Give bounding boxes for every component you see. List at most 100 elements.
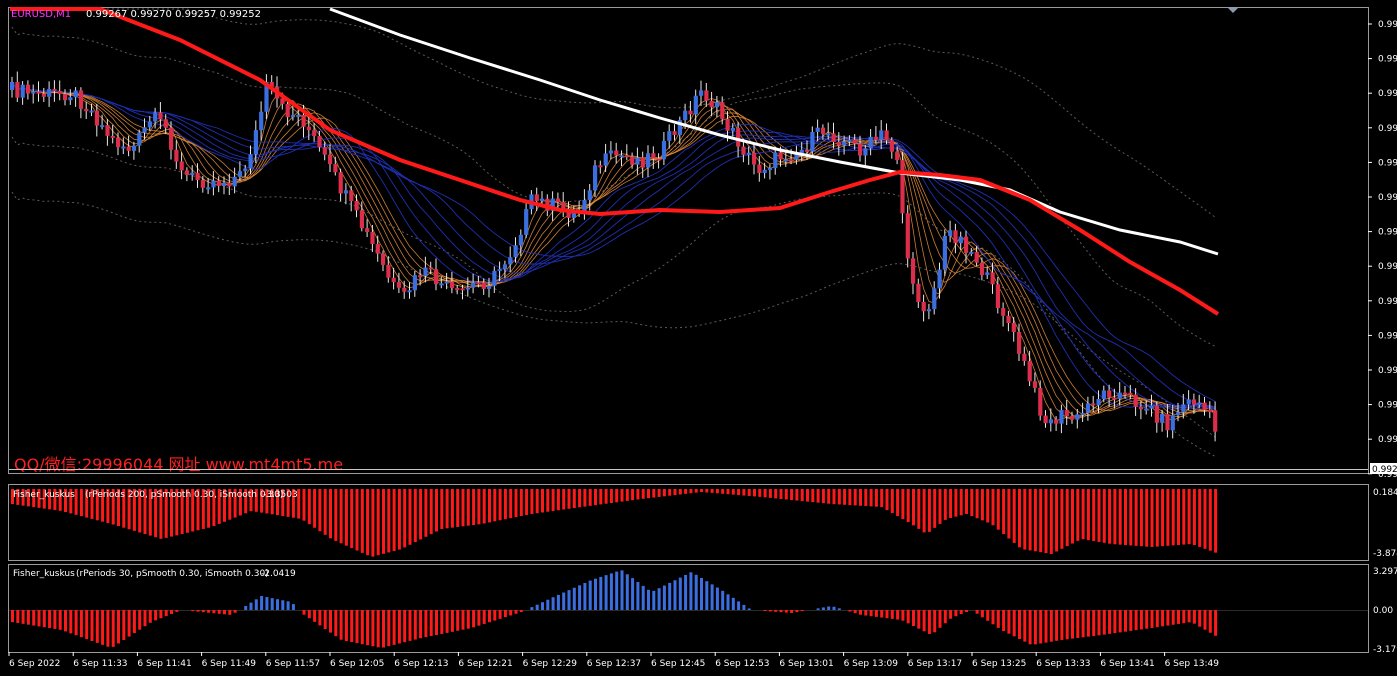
candle-body bbox=[391, 277, 396, 283]
candle-body bbox=[158, 112, 163, 120]
candle-body bbox=[10, 82, 15, 90]
candle-body bbox=[1064, 409, 1069, 417]
histogram-bar-negative bbox=[763, 610, 767, 612]
histogram-bar-negative bbox=[355, 610, 359, 644]
histogram-bar-negative bbox=[869, 610, 873, 617]
candle-body bbox=[396, 282, 402, 288]
histogram-bar-positive bbox=[832, 606, 836, 610]
histogram-bar-negative bbox=[1028, 610, 1032, 645]
histogram-bar-positive bbox=[609, 573, 613, 610]
main-pane-border bbox=[8, 7, 1369, 474]
histogram-bar-negative bbox=[943, 610, 947, 624]
candle-body bbox=[979, 262, 985, 276]
histogram-bar bbox=[329, 489, 332, 539]
histogram-bar-negative bbox=[1049, 610, 1053, 642]
histogram-bar-positive bbox=[541, 602, 544, 610]
histogram-bar-negative bbox=[154, 610, 158, 621]
histogram-bar bbox=[138, 489, 142, 533]
histogram-bar bbox=[276, 489, 279, 516]
indicator2-axis-top: 3.297 bbox=[1373, 567, 1397, 577]
histogram-bar-positive bbox=[286, 601, 290, 610]
symbol-label: EURUSD,M1 bbox=[11, 9, 71, 20]
candle-body bbox=[290, 115, 296, 118]
candle-body bbox=[1001, 308, 1006, 316]
histogram-bar bbox=[1086, 489, 1090, 541]
histogram-bar bbox=[938, 489, 942, 524]
candle-body bbox=[953, 230, 958, 244]
ribbon-ma-blue bbox=[11, 81, 1216, 411]
candle-body bbox=[646, 153, 651, 168]
histogram-bar-negative bbox=[164, 610, 168, 617]
histogram-bar bbox=[249, 489, 253, 512]
histogram-bar bbox=[641, 489, 645, 499]
candle-body bbox=[1176, 412, 1181, 416]
histogram-bar bbox=[742, 489, 746, 496]
histogram-bar bbox=[64, 489, 67, 513]
candle-body bbox=[783, 159, 788, 162]
histogram-bar bbox=[525, 489, 529, 515]
candle-body bbox=[1181, 404, 1186, 413]
histogram-bar-negative bbox=[996, 610, 1000, 628]
histogram-bar bbox=[922, 489, 926, 533]
histogram-bar bbox=[207, 489, 211, 528]
histogram-bar bbox=[440, 489, 444, 529]
ma-red-line bbox=[10, 7, 1220, 316]
candle-body bbox=[889, 140, 894, 152]
candle-body bbox=[25, 84, 31, 94]
histogram-bar-negative bbox=[37, 610, 41, 627]
candle-body bbox=[253, 130, 258, 155]
histogram-bar-negative bbox=[95, 610, 99, 643]
histogram-bar-negative bbox=[42, 610, 46, 628]
histogram-bar bbox=[228, 489, 232, 520]
candle-body bbox=[1165, 413, 1170, 431]
candle-body bbox=[1149, 405, 1154, 409]
histogram-bar bbox=[1166, 489, 1170, 546]
price-label: 0.995 bbox=[1378, 124, 1397, 134]
histogram-bar bbox=[260, 489, 264, 513]
candle-body bbox=[439, 283, 444, 286]
histogram-bar bbox=[896, 489, 900, 517]
price-label: 0.996 bbox=[1378, 20, 1397, 30]
candle-body bbox=[222, 182, 227, 186]
candle-body bbox=[683, 110, 688, 121]
watermark: QQ/微信:29996044 网址 www.mt4mt5.me bbox=[14, 455, 343, 474]
histogram-bar-positive bbox=[827, 606, 831, 610]
candle-body bbox=[524, 209, 529, 235]
histogram-bar bbox=[806, 489, 809, 502]
histogram-bar bbox=[1139, 489, 1143, 547]
candle-body bbox=[131, 145, 137, 151]
candle-body bbox=[1011, 323, 1016, 333]
candlesticks bbox=[10, 71, 1218, 442]
candle-body bbox=[1191, 399, 1197, 405]
histogram-bar-positive bbox=[737, 601, 741, 610]
histogram-bar bbox=[917, 489, 921, 529]
histogram-bar bbox=[408, 489, 412, 545]
candle-body bbox=[1032, 381, 1038, 388]
histogram-bar bbox=[101, 489, 105, 522]
histogram-bar-negative bbox=[58, 610, 62, 630]
histogram-bar-negative bbox=[1033, 610, 1037, 645]
histogram-bar bbox=[1081, 489, 1085, 540]
histogram-bar bbox=[382, 489, 385, 554]
histogram-bar-negative bbox=[859, 610, 862, 615]
histogram-bar-positive bbox=[747, 608, 751, 610]
candle-body bbox=[343, 190, 349, 194]
histogram-bar-negative bbox=[954, 610, 958, 617]
histogram-bar-negative bbox=[85, 610, 89, 640]
histogram-bar bbox=[472, 489, 476, 525]
histogram-bar bbox=[344, 489, 348, 546]
histogram-bar bbox=[1214, 489, 1218, 553]
histogram-bar bbox=[535, 489, 539, 514]
histogram-bar-negative bbox=[64, 610, 67, 632]
histogram-bar-negative bbox=[403, 610, 407, 643]
histogram-bar bbox=[1060, 489, 1064, 549]
indicator2-pane-border bbox=[8, 564, 1369, 653]
histogram-bar-negative bbox=[477, 610, 481, 626]
histogram-bar-negative bbox=[435, 610, 438, 635]
histogram-bar bbox=[371, 489, 375, 557]
candle-body bbox=[677, 120, 682, 135]
shift-marker-icon[interactable] bbox=[1228, 8, 1238, 13]
candle-body bbox=[84, 108, 89, 112]
